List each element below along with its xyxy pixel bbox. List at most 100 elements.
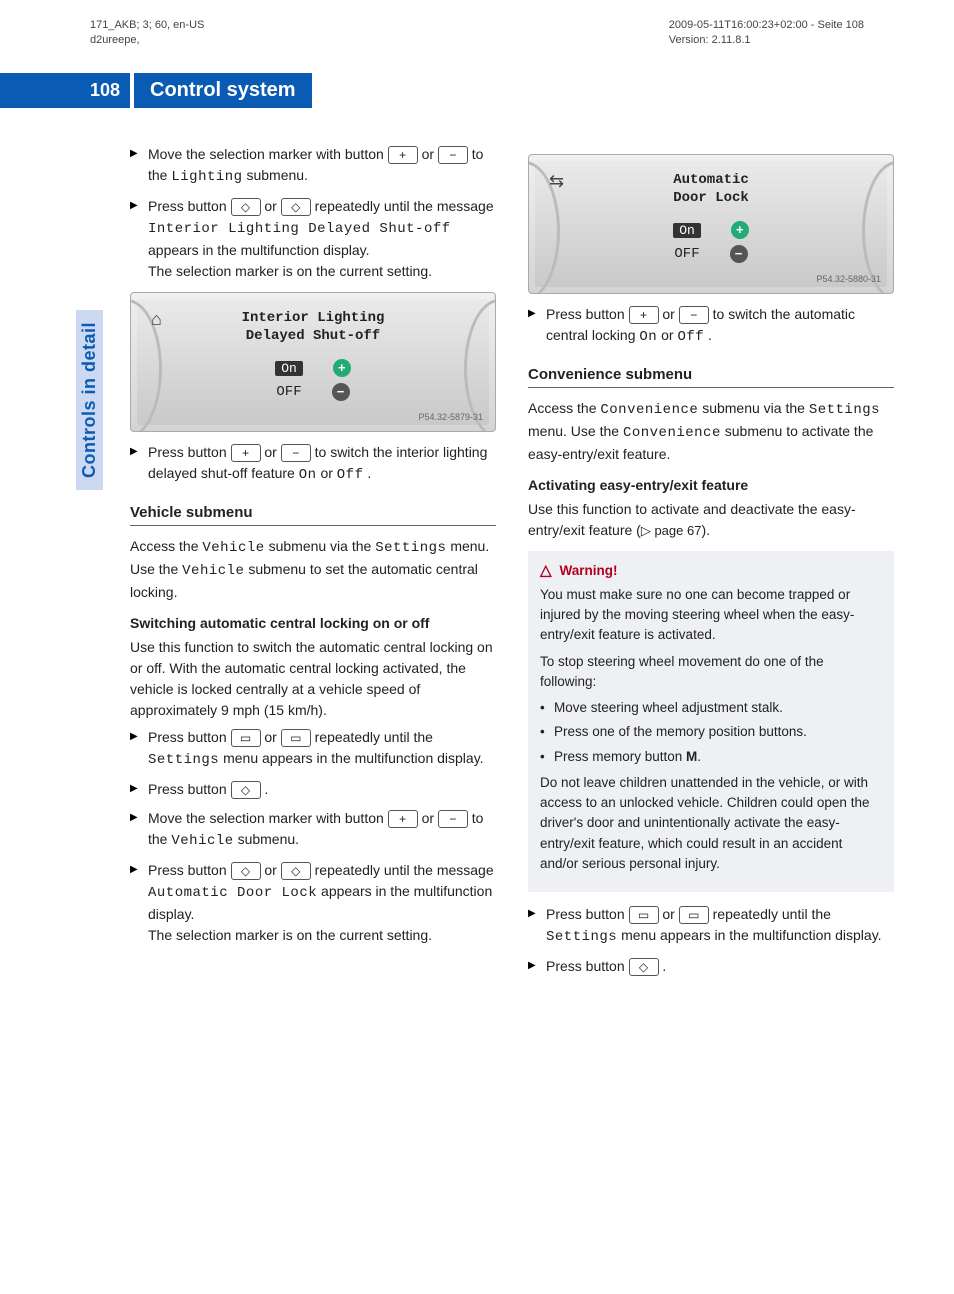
header-bar: 108 Control system <box>0 73 954 108</box>
text: menu. Use the <box>528 423 623 439</box>
mono-text: Off <box>677 329 704 345</box>
text: repeatedly until the message <box>315 862 494 878</box>
text: Move the selection marker with button <box>148 810 388 826</box>
text: . <box>367 465 371 481</box>
mono-text: On <box>299 467 317 483</box>
step-press-up-2: Press button ◇ . <box>528 956 894 977</box>
opt-on: On <box>275 361 303 376</box>
heading-switching: Switching automatic central locking on o… <box>130 615 496 631</box>
text: or <box>320 465 336 481</box>
text: or <box>422 810 438 826</box>
heading-convenience: Convenience submenu <box>528 366 894 388</box>
minus-icon: − <box>438 810 468 828</box>
text: ). <box>701 522 710 538</box>
warning-p2: To stop steering wheel movement do one o… <box>540 652 882 693</box>
section-title: Control system <box>134 73 312 108</box>
text: or <box>264 729 280 745</box>
text: Access the <box>130 538 202 554</box>
mono-text: Settings <box>809 402 880 418</box>
text: . <box>708 327 712 343</box>
opt-on: On <box>673 223 701 238</box>
plus-icon: + <box>388 146 418 164</box>
text: Press button <box>148 729 231 745</box>
step-press-up: Press button ◇ . <box>130 779 496 800</box>
text: submenu via the <box>702 400 809 416</box>
content-columns: Move the selection marker with button + … <box>0 108 954 1025</box>
text: Access the <box>528 400 600 416</box>
opt-off: OFF <box>674 246 699 262</box>
step-press-interior: Press button ◇ or ◇ repeatedly until the… <box>130 196 496 282</box>
display-code: P54.32-5879-31 <box>418 412 483 422</box>
mono-text: Vehicle <box>171 833 233 849</box>
heading-easy-entry: Activating easy-entry/exit feature <box>528 477 894 493</box>
plus-icon: + <box>231 444 261 462</box>
text: or <box>661 327 677 343</box>
mono-text: Automatic Door Lock <box>148 885 317 901</box>
menu-next-icon: ▭ <box>679 906 709 924</box>
meta-left-l2: d2ureepe, <box>90 34 140 46</box>
text: repeatedly until the <box>713 906 831 922</box>
mono-text: On <box>639 329 657 345</box>
opt-off: OFF <box>276 384 301 400</box>
meta-left: 171_AKB; 3; 60, en-US d2ureepe, <box>90 18 204 49</box>
p-switching: Use this function to switch the automati… <box>130 637 496 721</box>
text: submenu. <box>246 167 307 183</box>
warning-bullet-3: Press memory button M. <box>540 747 882 767</box>
step-press-autolock: Press button ◇ or ◇ repeatedly until the… <box>130 860 496 946</box>
plus-indicator-icon: + <box>333 359 351 377</box>
menu-prev-icon: ▭ <box>629 906 659 924</box>
page-number: 108 <box>0 73 130 108</box>
text: Press button <box>546 906 629 922</box>
minus-icon: − <box>679 306 709 324</box>
menu-next-icon: ▭ <box>281 729 311 747</box>
page-ref: ▷ page 67 <box>641 523 702 538</box>
up-icon: ◇ <box>629 958 659 976</box>
text: Press button <box>148 781 231 797</box>
warning-box: Warning! You must make sure no one can b… <box>528 551 894 892</box>
text: menu appears in the multifunction displa… <box>223 750 483 766</box>
display-title-l2: Door Lock <box>673 190 749 206</box>
up-icon: ◇ <box>231 198 261 216</box>
step-move-vehicle: Move the selection marker with button + … <box>130 808 496 852</box>
mono-text: Convenience <box>623 425 721 441</box>
car-icon: ⇆ <box>549 171 564 192</box>
text: Press button <box>546 306 629 322</box>
step-press-settings: Press button ▭ or ▭ repeatedly until the… <box>130 727 496 771</box>
text: submenu via the <box>269 538 376 554</box>
text: repeatedly until the message <box>315 198 494 214</box>
text: The selection marker is on the current s… <box>148 927 432 943</box>
text: or <box>264 198 280 214</box>
heading-vehicle-submenu: Vehicle submenu <box>130 504 496 526</box>
display-title-l1: Interior Lighting <box>242 310 385 326</box>
warning-bullet-2: Press one of the memory position buttons… <box>540 722 882 742</box>
light-icon: ⌂ <box>151 309 162 330</box>
page-meta: 171_AKB; 3; 60, en-US d2ureepe, 2009-05-… <box>0 0 954 53</box>
p-easy-entry: Use this function to activate and deacti… <box>528 499 894 541</box>
text: or <box>264 444 280 460</box>
text: submenu. <box>238 831 299 847</box>
menu-prev-icon: ▭ <box>231 729 261 747</box>
mono-text: Convenience <box>600 402 698 418</box>
minus-indicator-icon: − <box>332 383 350 401</box>
text: Press button <box>148 862 231 878</box>
up-icon: ◇ <box>231 781 261 799</box>
meta-right-l2: Version: 2.11.8.1 <box>669 34 751 46</box>
display-title-l1: Automatic <box>673 172 749 188</box>
meta-left-l1: 171_AKB; 3; 60, en-US <box>90 19 204 31</box>
p-convenience: Access the Convenience submenu via the S… <box>528 398 894 465</box>
mono-text: Settings <box>546 929 617 945</box>
text: The selection marker is on the current s… <box>148 263 432 279</box>
left-column: Move the selection marker with button + … <box>130 144 496 985</box>
minus-indicator-icon: − <box>730 245 748 263</box>
step-press-settings-2: Press button ▭ or ▭ repeatedly until the… <box>528 904 894 948</box>
display-title-l2: Delayed Shut-off <box>246 328 380 344</box>
text: menu appears in the multifunction displa… <box>621 927 881 943</box>
display-code: P54.32-5880-31 <box>816 274 881 284</box>
meta-right: 2009-05-11T16:00:23+02:00 - Seite 108 Ve… <box>669 18 864 49</box>
mono-text: Vehicle <box>182 563 244 579</box>
warning-p1: You must make sure no one can become tra… <box>540 585 882 646</box>
down-icon: ◇ <box>281 198 311 216</box>
mono-text: Settings <box>375 540 446 556</box>
text: . <box>264 781 268 797</box>
mono-text: Interior Lighting Delayed Shut-off <box>148 221 451 237</box>
